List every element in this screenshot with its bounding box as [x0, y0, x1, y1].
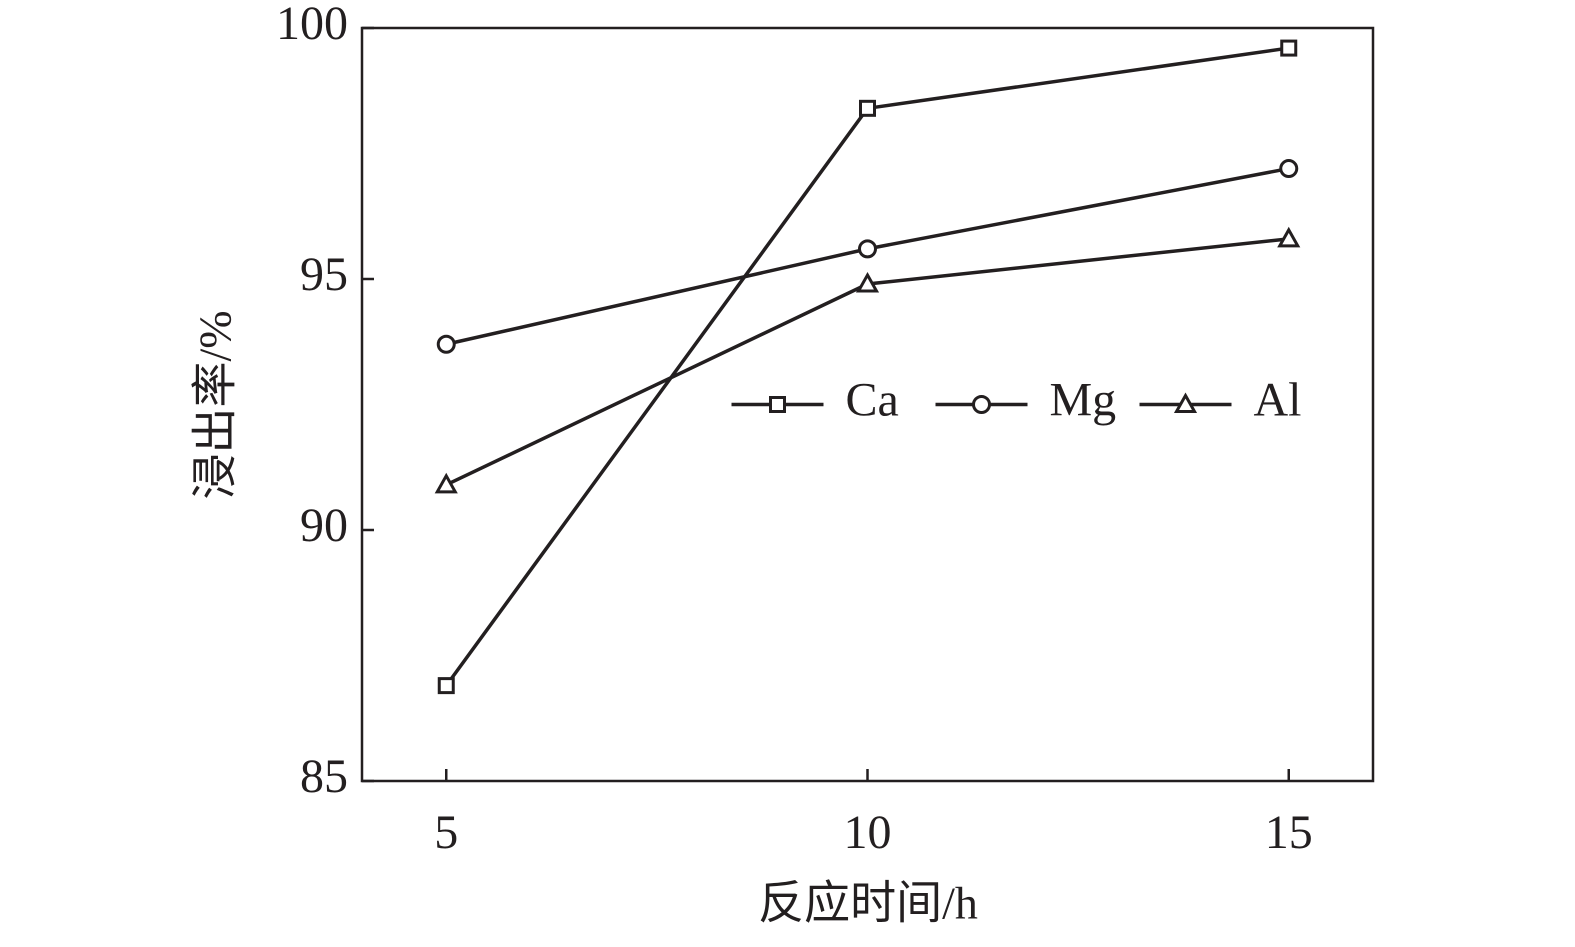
marker [434, 472, 458, 494]
x-tick-label: 5 [434, 806, 458, 859]
marker [437, 677, 455, 695]
x-tick-label: 10 [844, 806, 892, 859]
marker [1279, 159, 1299, 179]
legend-label: Mg [1050, 374, 1117, 427]
marker [1280, 39, 1298, 57]
series-line [444, 46, 1289, 687]
y-tick-label: 100 [276, 0, 348, 50]
x-tick-label: 15 [1265, 806, 1313, 859]
y-axis-label: 浸出率/% [190, 310, 241, 499]
legend-label: Ca [846, 374, 899, 427]
x-axis-label: 反应时间/h [758, 878, 978, 929]
legend-marker [1173, 392, 1198, 413]
legend-marker [769, 396, 786, 413]
marker [855, 271, 880, 293]
y-tick-label: 85 [300, 750, 348, 803]
y-tick-label: 95 [300, 248, 348, 301]
marker [436, 334, 456, 354]
y-tick-label: 90 [300, 499, 348, 552]
legend-label: Al [1254, 374, 1302, 427]
marker [1277, 226, 1301, 248]
legend-marker [972, 395, 991, 414]
marker [859, 99, 876, 117]
marker [858, 239, 877, 259]
